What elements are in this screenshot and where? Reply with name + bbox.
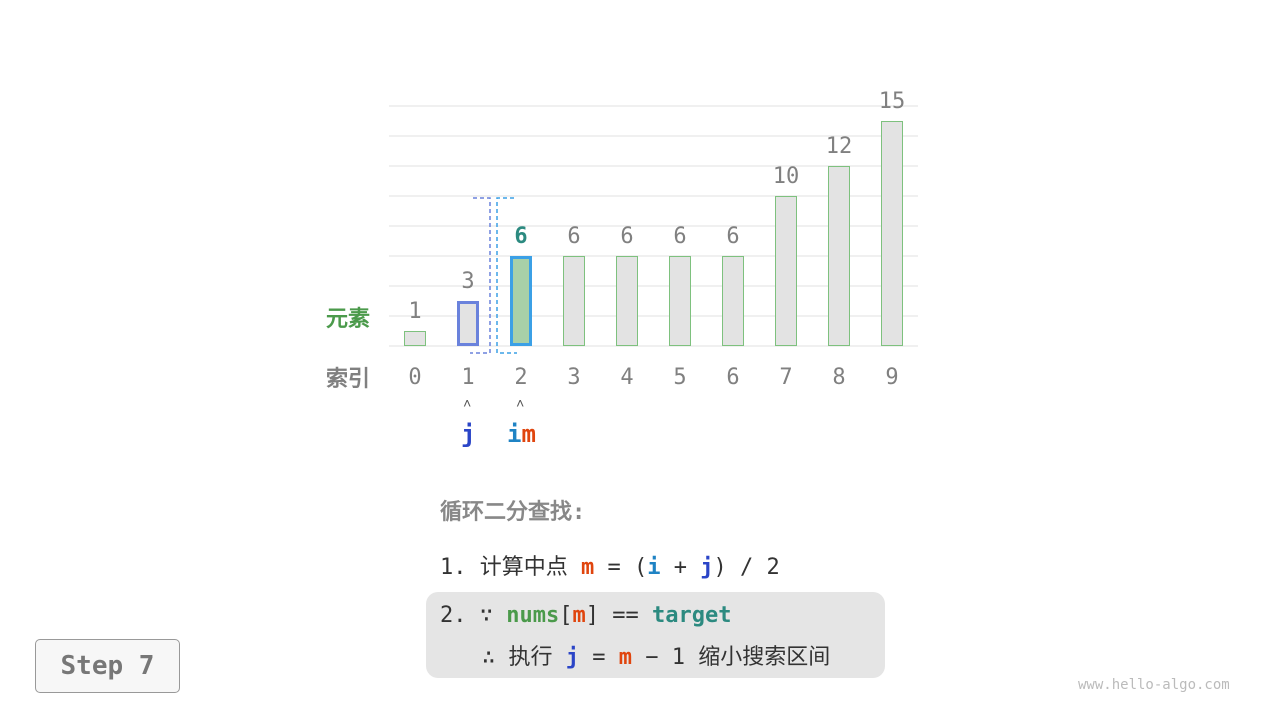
step2-num: 2. xyxy=(440,603,467,628)
bar-value-label: 12 xyxy=(826,134,853,159)
step2-j: j xyxy=(565,645,580,670)
bar xyxy=(828,166,850,346)
bar-value-label: 6 xyxy=(673,224,686,249)
bar-j xyxy=(457,301,479,346)
bar-value-label: 3 xyxy=(461,269,474,294)
explanation-heading: 循环二分查找: xyxy=(440,500,586,525)
index-label: 9 xyxy=(885,365,898,390)
step1-m: m xyxy=(581,555,595,580)
step-indicator: Step 7 xyxy=(35,639,180,693)
index-label: 8 xyxy=(832,365,845,390)
step2-target: target xyxy=(651,603,732,628)
pointer-m: m xyxy=(521,420,536,448)
step2-minus: − xyxy=(645,645,659,670)
step2-eqeq: == xyxy=(612,603,639,628)
bar xyxy=(563,256,585,346)
bar-value-label: 10 xyxy=(773,164,800,189)
pointer-j-arrow: ˄ xyxy=(463,396,472,412)
pointer-im: im xyxy=(507,420,536,448)
step2-m2: m xyxy=(618,645,633,670)
bar xyxy=(722,256,744,346)
pointer-j: j xyxy=(461,420,476,448)
bar-value-label: 1 xyxy=(408,299,421,324)
pointer-i: i xyxy=(507,420,522,448)
index-label: 1 xyxy=(461,365,474,390)
bar xyxy=(404,331,426,346)
bar xyxy=(616,256,638,346)
bar-value-label: 6 xyxy=(620,224,633,249)
index-label: 4 xyxy=(620,365,633,390)
row-label-index: 索引 xyxy=(326,367,371,392)
step2-highlight-box xyxy=(426,592,885,678)
step1-text: 计算中点 xyxy=(479,555,568,580)
row-label-element: 元素 xyxy=(326,307,371,332)
index-label: 3 xyxy=(567,365,580,390)
bar xyxy=(881,121,903,346)
step1-rest: / 2 xyxy=(740,555,780,580)
step2-lb: [ xyxy=(559,603,573,628)
watermark: www.hello-algo.com xyxy=(1078,677,1230,693)
bar-m xyxy=(510,256,532,346)
bar-value-label: 6 xyxy=(514,224,527,249)
step2-m: m xyxy=(572,603,586,628)
bar xyxy=(775,196,797,346)
step1-line: 1. 计算中点 m = (i + j) / 2 xyxy=(440,549,780,581)
step2-line2: ∴ 执行 j = m − 1 缩小搜索区间 xyxy=(482,639,830,671)
step1-i: i xyxy=(647,555,661,580)
bar-value-label: 6 xyxy=(567,224,580,249)
step2-nums: nums xyxy=(506,603,560,628)
step2-one: 1 xyxy=(671,645,686,670)
step1-plus: + xyxy=(673,555,688,580)
pointer-im-arrow: ˄ xyxy=(516,396,525,412)
index-label: 5 xyxy=(673,365,686,390)
step2-because: ∵ xyxy=(479,603,493,628)
index-label: 6 xyxy=(726,365,739,390)
step2-rb: ] xyxy=(585,603,599,628)
index-label: 0 xyxy=(408,365,421,390)
index-label: 7 xyxy=(779,365,792,390)
step1-rp: ) xyxy=(713,555,727,580)
step1-num: 1. xyxy=(440,555,467,580)
step2-rest: 缩小搜索区间 xyxy=(698,645,831,670)
step1-lp: ( xyxy=(634,555,648,580)
step2-line1: 2. ∵ nums[m] == target xyxy=(440,603,731,628)
step1-eq: = xyxy=(607,555,621,580)
bar-value-label: 15 xyxy=(879,89,906,114)
step2-therefore: ∴ xyxy=(482,645,496,670)
bar xyxy=(669,256,691,346)
bar-value-label: 6 xyxy=(726,224,739,249)
step2-exec: 执行 xyxy=(508,645,553,670)
search-interval-bracket-left xyxy=(496,197,517,354)
step1-j: j xyxy=(700,555,714,580)
step2-eq: = xyxy=(592,645,606,670)
index-label: 2 xyxy=(514,365,527,390)
search-interval-bracket-right xyxy=(470,197,491,354)
